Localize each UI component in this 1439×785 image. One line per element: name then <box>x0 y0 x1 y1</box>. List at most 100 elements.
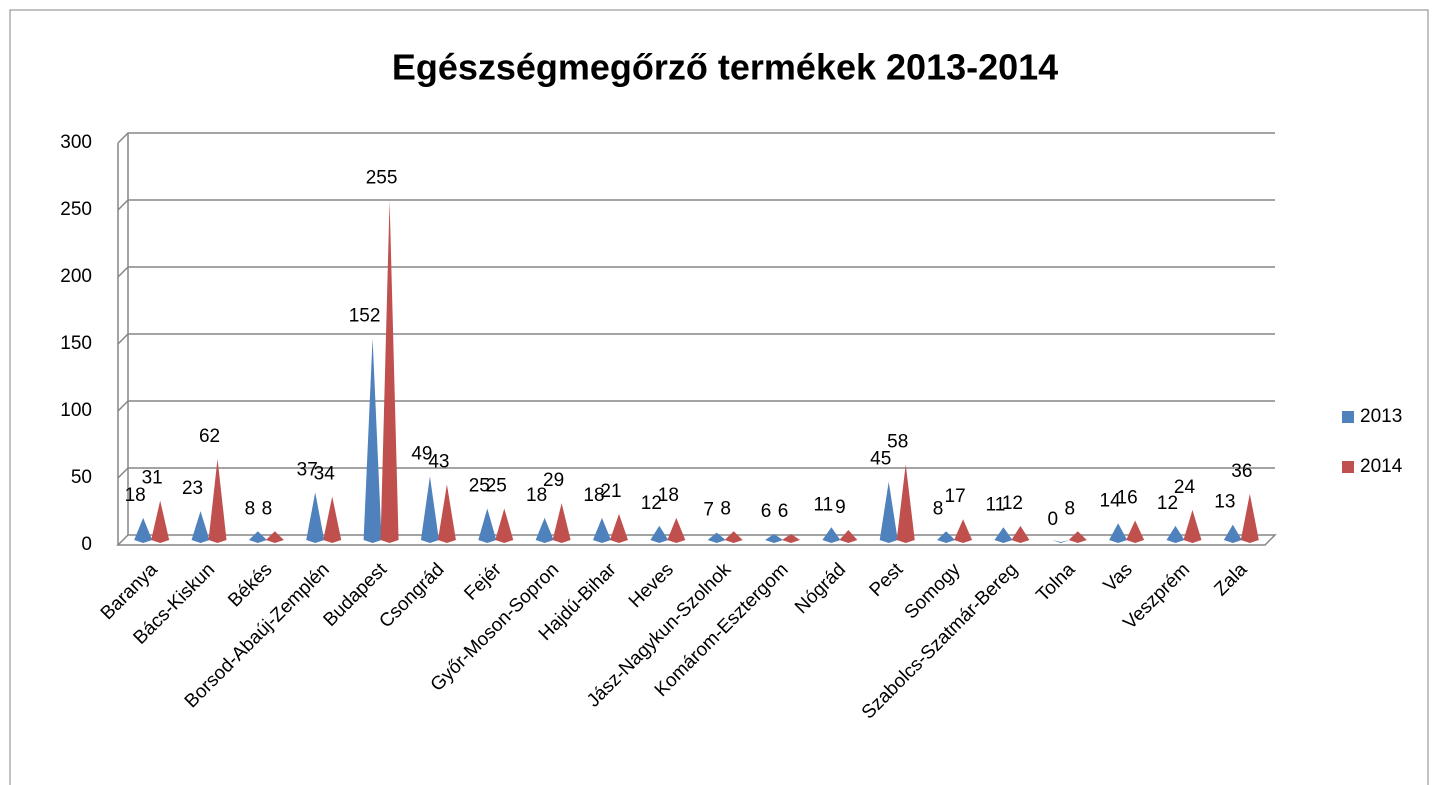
chart-border <box>9 9 1429 785</box>
data-label: 8 <box>245 498 256 519</box>
cone <box>1051 540 1070 543</box>
cone <box>495 508 514 543</box>
grid-line <box>117 199 1275 211</box>
cone <box>380 200 399 544</box>
data-label: 152 <box>349 305 381 326</box>
cone <box>1223 524 1242 543</box>
cone <box>248 531 267 543</box>
legend-swatch <box>1342 411 1354 423</box>
x-tick-label: Tolna <box>1032 559 1079 606</box>
data-label: 21 <box>600 481 621 502</box>
data-label: 25 <box>469 476 490 497</box>
data-label: 31 <box>142 467 163 488</box>
x-tick-label: Heves <box>625 559 678 612</box>
chart-title: Egészségmegőrző termékek 2013-2014 <box>392 47 1058 88</box>
cone <box>609 513 628 543</box>
grid-line <box>117 266 1275 278</box>
data-label: 14 <box>1100 490 1122 511</box>
y-tick-label: 300 <box>60 132 92 153</box>
cone <box>782 533 801 543</box>
grid-line <box>117 333 1275 345</box>
data-label: 37 <box>297 459 318 480</box>
x-tick-label: Békés <box>224 559 276 611</box>
data-label: 18 <box>526 485 547 506</box>
cone <box>191 511 210 543</box>
cone <box>1011 525 1030 543</box>
cone <box>937 531 956 543</box>
cone <box>208 458 227 543</box>
data-label: 45 <box>870 449 891 470</box>
cone <box>954 519 973 543</box>
cone <box>1240 493 1259 543</box>
cone <box>151 500 170 543</box>
cone <box>1183 509 1202 543</box>
cone <box>306 492 325 543</box>
cone <box>1109 523 1128 543</box>
cone <box>323 496 342 543</box>
data-label: 25 <box>486 476 507 497</box>
x-tick-label: Zala <box>1210 559 1251 600</box>
data-label: 255 <box>366 167 398 188</box>
cone <box>1068 531 1087 543</box>
data-label: 36 <box>1231 461 1252 482</box>
data-label: 0 <box>1047 509 1058 530</box>
x-tick-label: Vas <box>1100 559 1137 596</box>
cone <box>134 517 153 543</box>
cone <box>650 525 669 543</box>
cone <box>994 527 1013 543</box>
grid-line <box>117 400 1275 412</box>
cone <box>535 517 554 543</box>
data-label: 16 <box>1117 488 1138 509</box>
cone <box>478 508 497 543</box>
floor <box>116 534 1277 546</box>
x-tick-label: Fejér <box>460 559 506 605</box>
legend-label: 2014 <box>1360 456 1403 477</box>
grid-line <box>117 132 1275 144</box>
data-label: 7 <box>703 500 714 521</box>
x-tick-label: Pest <box>866 559 908 601</box>
data-label: 11 <box>814 494 834 515</box>
cone <box>839 529 858 543</box>
data-label: 9 <box>835 497 846 518</box>
cone <box>724 531 743 543</box>
data-label: 29 <box>543 470 564 491</box>
data-label: 49 <box>411 443 432 464</box>
data-label: 23 <box>182 478 203 499</box>
cone <box>592 517 611 543</box>
data-label: 12 <box>641 493 662 514</box>
data-label: 8 <box>933 498 944 519</box>
x-tick-label: Nógrád <box>791 559 850 618</box>
cone <box>707 532 726 543</box>
data-label: 24 <box>1174 477 1196 498</box>
data-label: 13 <box>1214 492 1235 513</box>
data-label: 8 <box>720 498 731 519</box>
y-tick-label: 50 <box>71 467 92 488</box>
cone <box>879 481 898 543</box>
data-label: 18 <box>125 485 146 506</box>
cone <box>822 527 841 543</box>
data-label: 62 <box>199 426 220 447</box>
data-label: 6 <box>761 501 772 522</box>
y-tick-label: 150 <box>60 333 92 354</box>
data-label: 34 <box>314 463 336 484</box>
legend-label: 2013 <box>1360 406 1402 427</box>
data-label: 18 <box>583 485 604 506</box>
cone <box>363 338 382 543</box>
data-label: 8 <box>262 498 273 519</box>
y-tick-label: 0 <box>81 534 92 555</box>
data-label: 17 <box>945 486 966 507</box>
cone <box>420 476 439 543</box>
cone <box>437 484 456 543</box>
grid-line <box>117 467 1275 479</box>
cone <box>1166 525 1185 543</box>
legend-swatch <box>1342 461 1354 473</box>
data-label: 12 <box>1002 493 1023 514</box>
data-label: 6 <box>778 501 789 522</box>
y-tick-label: 250 <box>60 199 92 220</box>
y-tick-label: 200 <box>60 266 92 287</box>
data-label: 8 <box>1064 498 1075 519</box>
cone <box>667 517 686 543</box>
data-label: 43 <box>428 451 449 472</box>
cone <box>265 531 284 543</box>
